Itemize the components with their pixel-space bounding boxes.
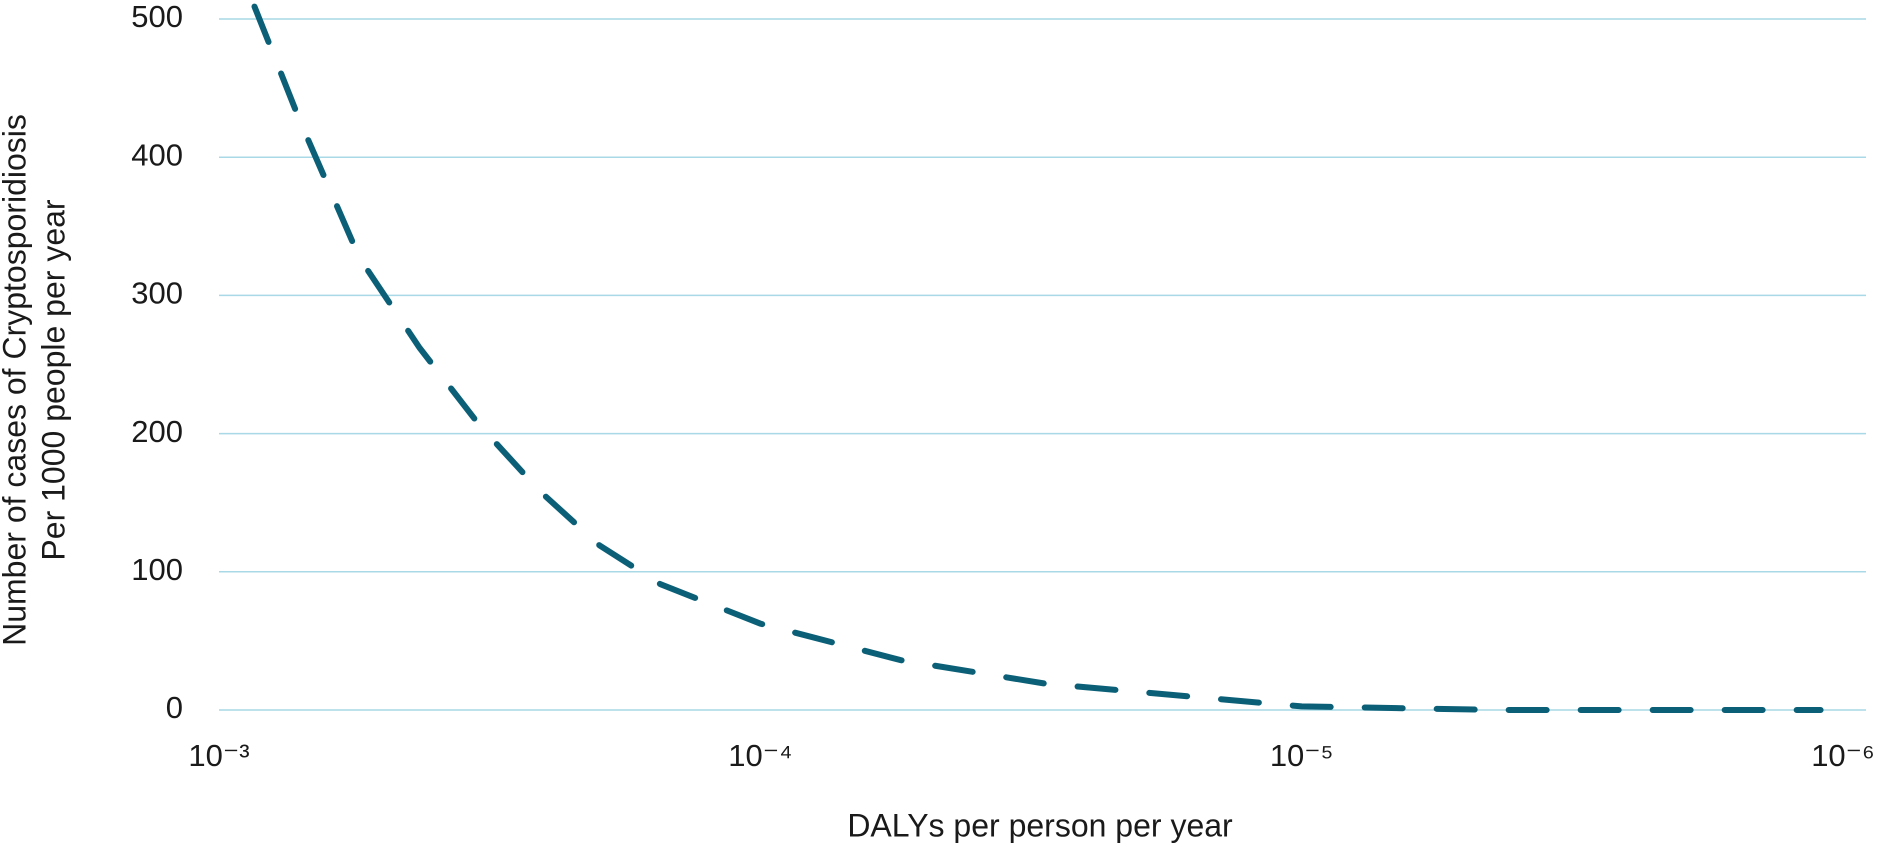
y-tick-label: 400 xyxy=(131,137,183,172)
y-tick-label: 200 xyxy=(131,414,183,449)
x-tick-label: 10⁻³ xyxy=(188,738,249,773)
x-axis-title: DALYs per person per year xyxy=(847,807,1233,843)
y-tick-label: 100 xyxy=(131,552,183,587)
y-tick-label: 0 xyxy=(166,690,183,725)
x-tick-label: 10⁻⁵ xyxy=(1270,738,1334,773)
data-line xyxy=(251,3,1824,713)
x-tick-label: 10⁻⁶ xyxy=(1811,738,1875,773)
x-tick-label: 10⁻⁴ xyxy=(728,738,792,773)
y-tick-label: 300 xyxy=(131,276,183,311)
y-axis-title: Per 1000 people per year xyxy=(35,199,71,560)
y-tick-label: 500 xyxy=(131,0,183,34)
y-axis-title: Number of cases of Cryptosporidiosis xyxy=(0,114,32,646)
